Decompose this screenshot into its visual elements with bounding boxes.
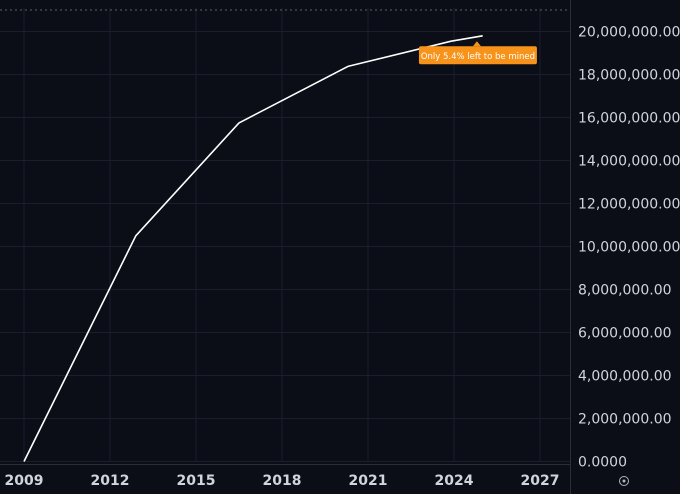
x-tick-label: 2024	[435, 473, 474, 489]
x-tick-label: 2015	[177, 473, 216, 489]
annotation-text: Only 5.4% left to be mined	[421, 52, 535, 62]
y-tick-label: 18,000,000.00	[578, 68, 680, 84]
x-tick-label: 2018	[263, 473, 302, 489]
y-tick-label: 12,000,000.00	[578, 197, 680, 213]
y-tick-label: 16,000,000.00	[578, 111, 680, 127]
grid-lines	[0, 8, 570, 462]
y-tick-label: 4,000,000.00	[578, 369, 672, 385]
annotation-callout: Only 5.4% left to be mined	[418, 41, 537, 65]
y-axis-tick-labels: 0.0000 2,000,000.00 4,000,000.00 6,000,000.…	[578, 25, 680, 471]
y-tick-label: 20,000,000.00	[578, 25, 680, 41]
x-axis-tick-labels: 2009 2012 2015 2018 2021 2024 2027	[5, 473, 560, 489]
settings-icon[interactable]	[619, 476, 629, 486]
y-tick-label: 8,000,000.00	[578, 283, 672, 299]
y-tick-label: 0.0000	[578, 455, 627, 471]
annotation-layer: Only 5.4% left to be mined	[418, 41, 537, 65]
x-tick-label: 2027	[521, 473, 560, 489]
y-tick-label: 14,000,000.00	[578, 154, 680, 170]
annotation-pointer	[472, 41, 481, 47]
series-layer	[23, 35, 483, 462]
supply-line	[23, 35, 483, 462]
y-tick-label: 10,000,000.00	[578, 240, 680, 256]
y-tick-label: 2,000,000.00	[578, 412, 672, 428]
axes	[0, 0, 571, 494]
annotation-box	[418, 46, 537, 65]
x-tick-label: 2012	[91, 473, 130, 489]
x-tick-label: 2009	[5, 473, 44, 489]
y-tick-label: 6,000,000.00	[578, 326, 672, 342]
x-tick-label: 2021	[349, 473, 388, 489]
